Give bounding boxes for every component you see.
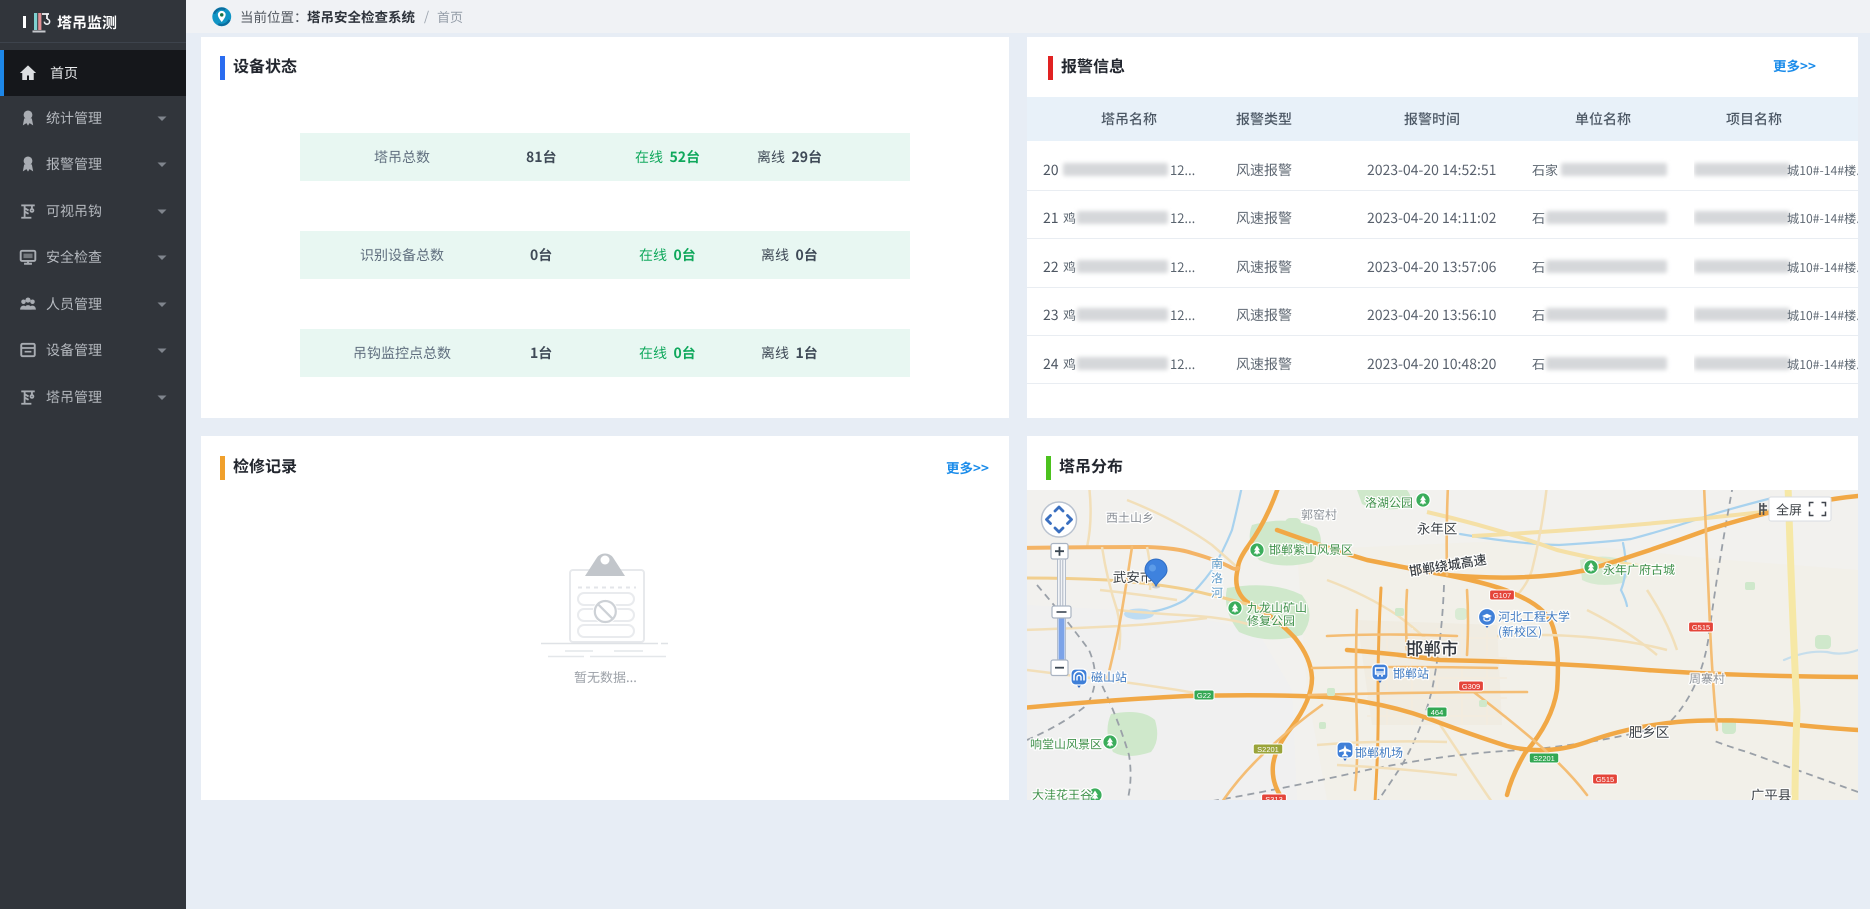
svg-text:G22: G22 bbox=[1197, 691, 1211, 700]
svg-text:S2201: S2201 bbox=[1533, 754, 1555, 763]
svg-text:464: 464 bbox=[1431, 708, 1444, 717]
svg-text:G515: G515 bbox=[1596, 775, 1614, 784]
svg-text:G309: G309 bbox=[1462, 682, 1480, 691]
svg-text:S313: S313 bbox=[1265, 795, 1283, 800]
svg-text:G107: G107 bbox=[1493, 591, 1511, 600]
svg-text:G515: G515 bbox=[1692, 623, 1710, 632]
svg-text:S2201: S2201 bbox=[1257, 745, 1279, 754]
